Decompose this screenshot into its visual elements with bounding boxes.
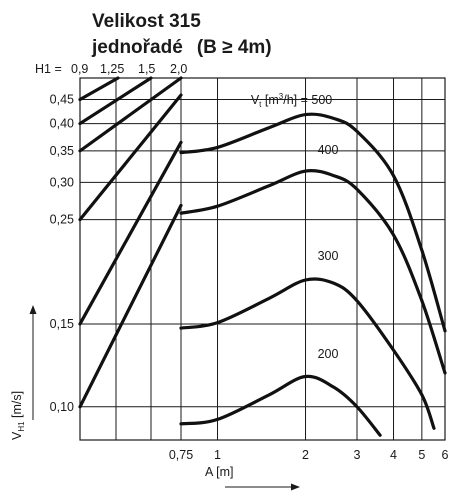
- y-tick-label: 0,15: [50, 317, 74, 331]
- series-curve-500: [179, 112, 447, 333]
- h1-line: [78, 76, 120, 102]
- grid: [79, 77, 446, 441]
- h1-prefix-label: H1 =: [35, 62, 62, 76]
- h1-line: [78, 203, 183, 409]
- y-tick-label: 0,30: [50, 175, 74, 189]
- y-tick-label: 0,10: [50, 400, 74, 414]
- h1-line: [78, 93, 183, 222]
- series-curve-400: [179, 169, 447, 375]
- x-tick-label: 0,75: [169, 448, 193, 462]
- y-tick-labels: 0,10 0,15 0,25 0,30 0,35 0,40 0,45: [50, 93, 74, 414]
- y-tick-label: 0,40: [50, 117, 74, 131]
- plot-frame: [79, 77, 446, 441]
- y-axis-label: VH1 [m/s]: [10, 391, 26, 440]
- series-curve-200: [179, 374, 382, 437]
- x-axis-arrow-head: [291, 483, 300, 491]
- x-axis-label: A [m]: [205, 465, 233, 479]
- chart-title-line1: Velikost 315: [92, 11, 201, 32]
- h1-value-1-5: 1,5: [138, 62, 155, 76]
- x-tick-label: 5: [418, 448, 425, 462]
- y-axis-label-text: VH1 [m/s]: [10, 391, 26, 440]
- h1-value-1-25: 1,25: [100, 62, 124, 76]
- x-tick-label: 3: [354, 448, 361, 462]
- chart-title-condition: (B ≥ 4m): [197, 37, 272, 58]
- h1-value-0-9: 0,9: [71, 62, 88, 76]
- h1-line: [78, 140, 183, 326]
- series-curves: [179, 112, 447, 437]
- x-tick-label: 6: [442, 448, 449, 462]
- series-label-200: 200: [318, 347, 339, 361]
- chart-title-main: jednořadé: [91, 37, 183, 58]
- series-label-300: 300: [318, 249, 339, 263]
- chart-title-line2: jednořadé (B ≥ 4m): [91, 37, 272, 58]
- series-labels: Vt [m3/h] = 500 400 300 200: [251, 92, 339, 361]
- x-tick-label: 2: [302, 448, 309, 462]
- series-label-400: 400: [318, 143, 339, 157]
- y-axis-arrow-head: [29, 305, 37, 314]
- h1-line: [78, 76, 153, 126]
- h1-line: [78, 76, 183, 153]
- x-tick-label: 4: [390, 448, 397, 462]
- x-tick-labels: 0,75 1 2 3 4 5 6: [169, 448, 449, 462]
- y-tick-label: 0,35: [50, 144, 74, 158]
- y-tick-label: 0,25: [50, 213, 74, 227]
- h1-value-2-0: 2,0: [170, 62, 187, 76]
- x-tick-label: 1: [214, 448, 221, 462]
- series-curve-300: [179, 277, 436, 430]
- h1-lines: [78, 76, 183, 409]
- series-label-500: Vt [m3/h] = 500: [251, 92, 332, 109]
- y-tick-label: 0,45: [50, 93, 74, 107]
